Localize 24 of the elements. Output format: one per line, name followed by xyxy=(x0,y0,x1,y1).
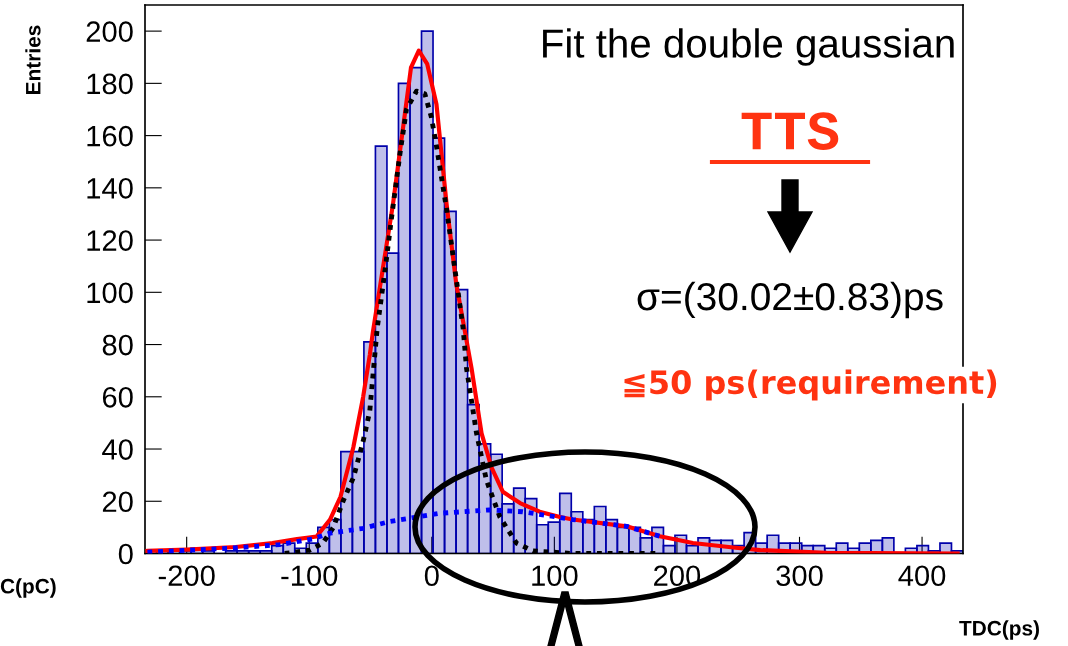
text: C(pC) xyxy=(0,578,56,598)
x-tick-label: -100 xyxy=(281,565,338,587)
annotation: Fit the double gaussian xyxy=(543,28,954,66)
y-tick-label: 120 xyxy=(87,230,133,251)
y-tick-label: 160 xyxy=(87,125,133,147)
y-axis-title: Entries xyxy=(25,25,41,94)
x-axis-title: TDC(ps) xyxy=(959,620,1039,640)
y-tick-label: 140 xyxy=(87,178,133,199)
y-tick-label: 200 xyxy=(86,21,133,42)
x-tick-label: 100 xyxy=(532,565,578,587)
y-tick-label: 100 xyxy=(87,282,133,304)
x-tick-label: -200 xyxy=(158,565,215,587)
annotation: TTS xyxy=(741,112,839,150)
x-tick-label: 400 xyxy=(898,565,946,587)
x-tick-label: 0 xyxy=(424,565,439,587)
annotation: σ=(30.02±0.83)ps xyxy=(637,281,943,319)
x-tick-label: 300 xyxy=(776,565,823,587)
y-tick-label: 60 xyxy=(102,386,133,408)
y-tick-label: 0 xyxy=(118,543,133,565)
y-tick-label: 40 xyxy=(102,439,133,460)
annotation: ≦50 ps(requirement) xyxy=(624,369,997,401)
y-tick-label: 180 xyxy=(87,73,133,95)
y-tick-label: 20 xyxy=(102,491,133,513)
y-tick-label: 80 xyxy=(102,334,133,356)
